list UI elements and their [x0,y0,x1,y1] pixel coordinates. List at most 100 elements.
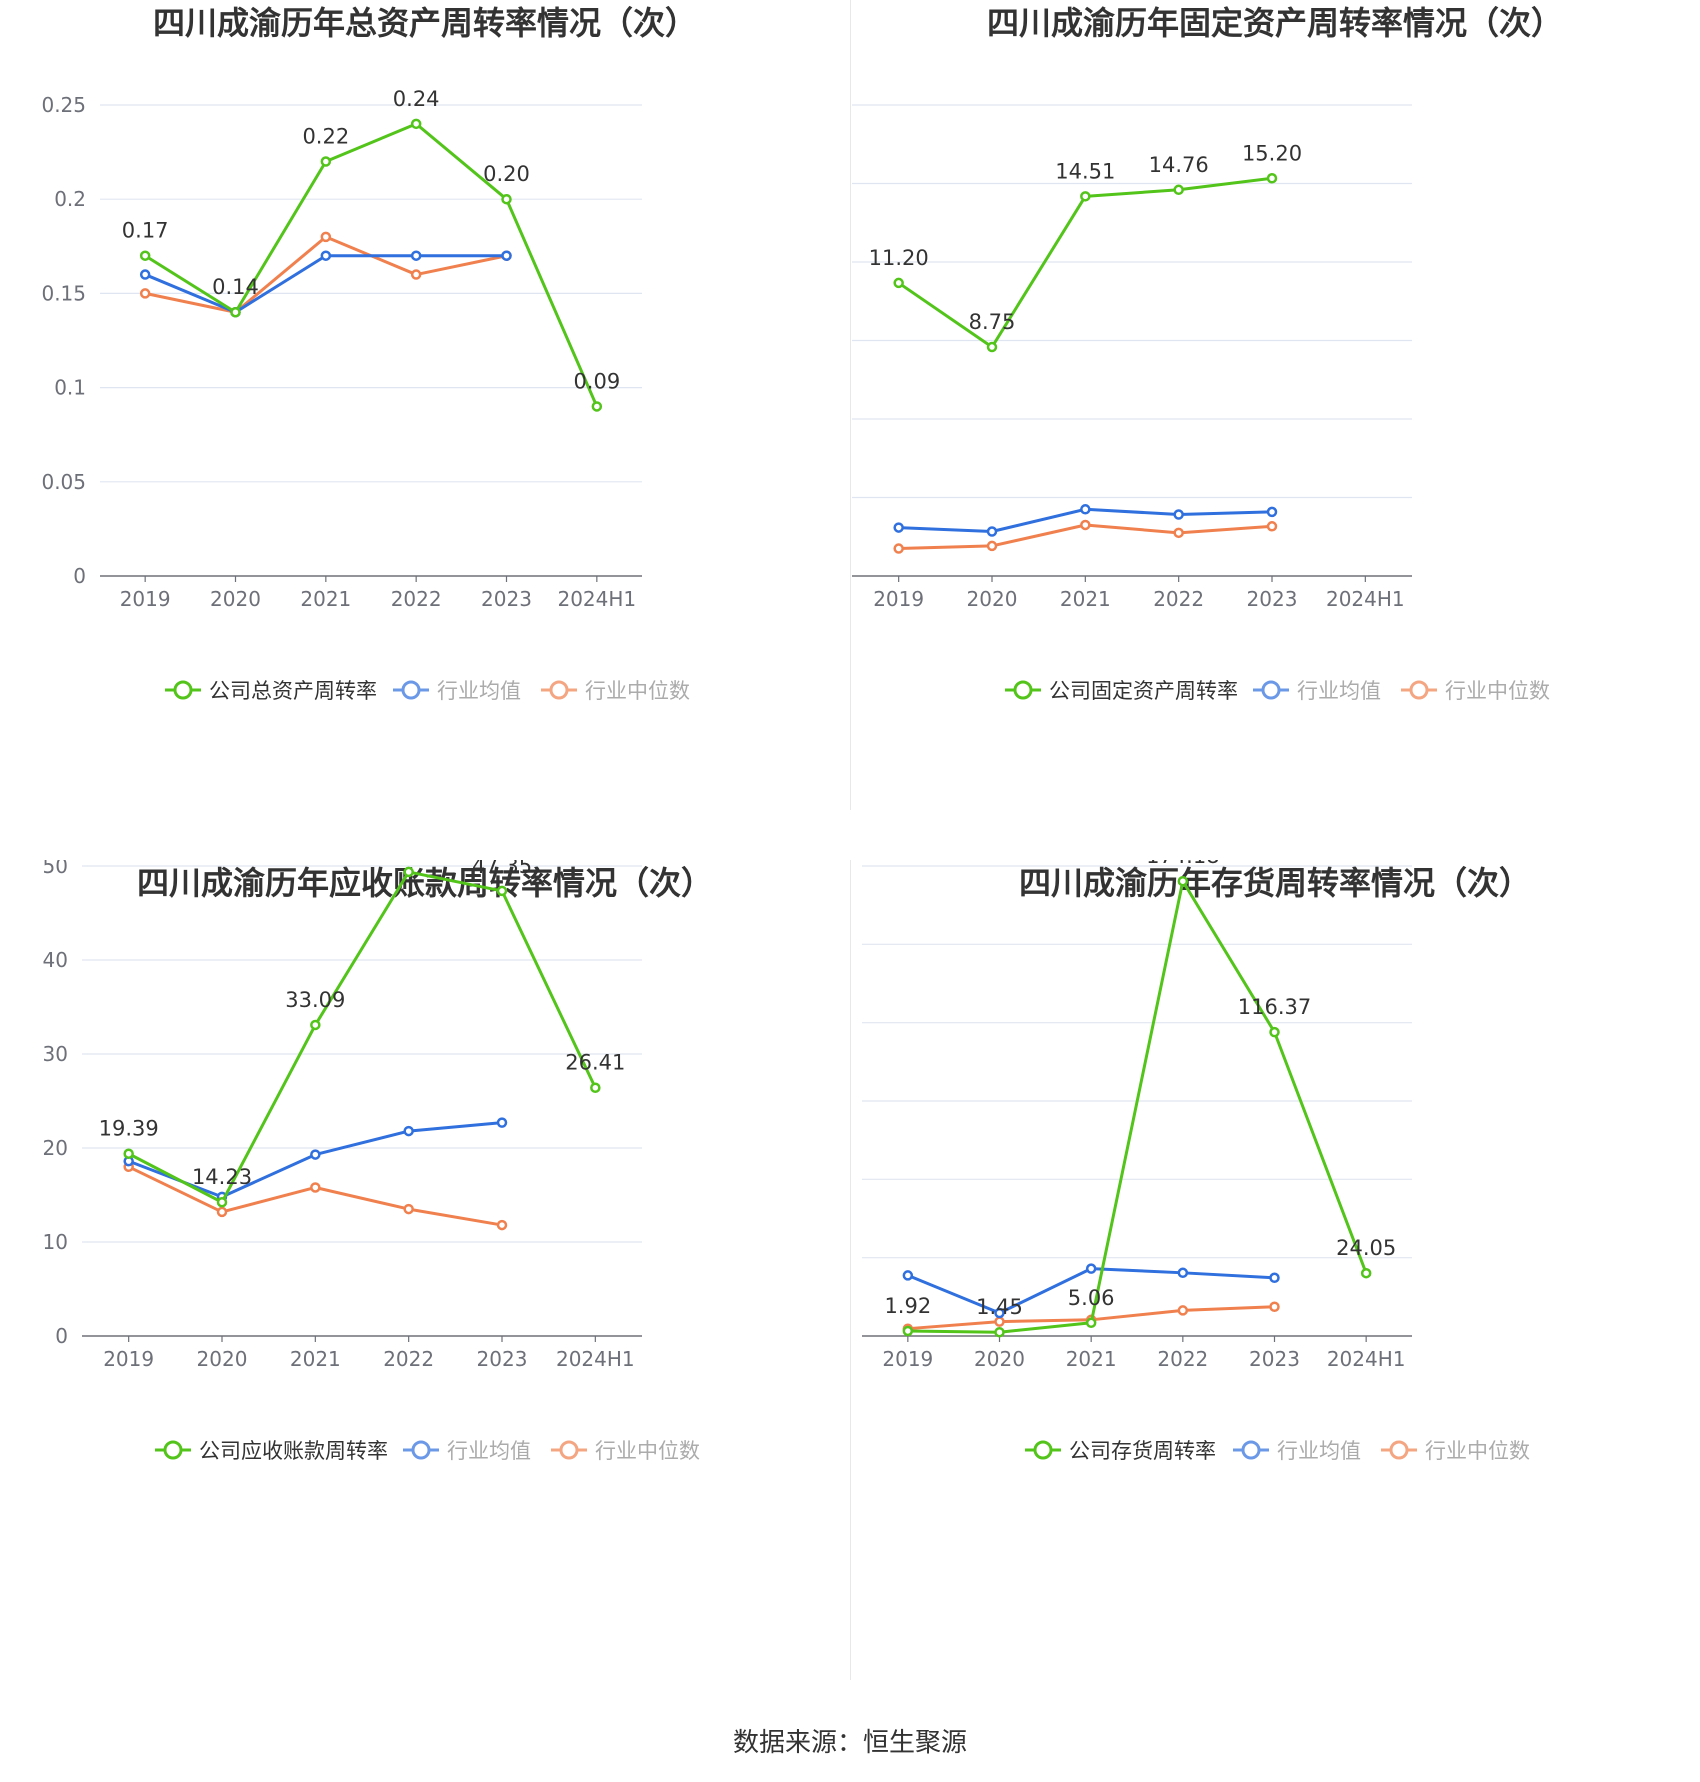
chart-fixed-asset-turnover: 四川成渝历年固定资产周转率情况（次）0369121518201920202021… [852,4,1563,703]
x-tick-label: 2022 [391,587,442,611]
data-label: 11.20 [869,246,929,270]
divider-bottom [850,860,851,1680]
x-tick-label: 2021 [1060,587,1111,611]
legend-item-median: 行业中位数 [541,679,690,703]
legend-label: 行业中位数 [1445,679,1550,703]
series-line-median [144,235,507,314]
data-point-company [590,1082,601,1093]
data-point-median [403,1203,414,1215]
chart-panel-receivables-turnover: 四川成渝历年应收账款周转率情况（次） 0 10 20 30 40 50 2019 2020 202… [0,860,850,1720]
y-tick-label: 10 [43,1230,68,1254]
chart-panel-total-asset-turnover: 四川成渝历年总资产周转率情况（次） 0 0.05 0.1 0.15 0.2 0.25 2019… [0,0,850,860]
y-tick-label: 0 [73,564,86,588]
data-point-avg [139,269,151,280]
data-point-company [902,1325,914,1337]
data-label: 14.23 [192,1165,252,1189]
chart-total-asset-turnover: 四川成渝历年总资产周转率情况（次） 0 0.05 0.1 0.15 0.2 0.25 2019… [41,4,697,703]
data-point-company [139,250,151,261]
y-tick-label: 30 [43,1042,68,1066]
x-tick-label: 2020 [210,587,261,611]
legend-label: 行业中位数 [585,679,690,703]
divider-top [850,0,851,810]
legend-label: 行业中位数 [1425,1439,1530,1463]
data-point-median [139,288,151,299]
data-point-avg [403,1125,414,1137]
data-label: 14.76 [1149,153,1209,177]
data-point-company [496,885,508,897]
legend-item-company: 公司总资产周转率 [165,679,377,703]
data-point-median [410,269,422,280]
data-point-company [591,401,603,412]
legend-label: 公司固定资产周转率 [1049,679,1238,703]
data-point-avg [902,1270,914,1281]
x-tick-label: 2021 [300,587,351,611]
data-point-avg [986,526,998,537]
legend-item-company: 公司存货周转率 [1025,1439,1216,1463]
data-label: 0.17 [122,219,169,243]
y-tick-label: 50 [43,860,68,878]
data-label: 24.05 [1336,1236,1396,1260]
chart-title: 四川成渝历年总资产周转率情况（次） [153,4,697,42]
data-label: 5.06 [1068,1286,1115,1310]
data-point-company [501,193,512,205]
data-label: 14.51 [1055,159,1115,183]
legend-marker [1013,680,1033,700]
data-point-company [310,1019,321,1031]
data-point-avg [994,1307,1005,1319]
data-point-company [994,1326,1005,1338]
x-tick-label: 2024H1 [556,1347,635,1371]
data-point-median [1266,521,1278,532]
x-tick-label: 2022 [1153,587,1204,611]
x-tick-label: 2023 [481,587,532,611]
legend-marker [559,1440,579,1460]
y-tick-label: 40 [43,948,68,972]
x-tick-label: 2021 [290,1347,341,1371]
data-label: 26.41 [565,1051,625,1075]
x-tick-label: 2023 [1249,1347,1300,1371]
legend-marker [1033,1440,1053,1460]
data-point-avg [310,1149,321,1160]
legend-label: 公司总资产周转率 [209,679,377,703]
legend-item-avg: 行业均值 [403,1439,531,1463]
data-point-median [1269,1301,1280,1313]
legend-item-company: 公司应收账款周转率 [155,1439,388,1463]
data-point-company [410,118,422,130]
legend-item-avg: 行业均值 [1233,1439,1361,1463]
data-label: 116.37 [1238,995,1311,1019]
data-point-median [216,1206,228,1218]
x-tick-label: 2019 [882,1347,933,1371]
data-point-company [1269,1026,1280,1038]
legend-marker [1389,1440,1409,1460]
legend-marker [549,680,569,700]
legend-label: 行业中位数 [595,1439,700,1463]
data-point-company [1085,1317,1097,1329]
data-point-avg [501,250,512,261]
data-label: 1.45 [976,1295,1023,1319]
data-point-company [403,866,414,878]
chart-title: 四川成渝历年存货周转率情况（次） [1019,864,1531,902]
data-point-company [230,306,241,318]
data-point-avg [496,1117,508,1128]
legend-item-median: 行业中位数 [1381,1439,1530,1463]
chart-panel-inventory-turnover: 四川成渝历年存货周转率情况（次）030609012015018020192020… [850,860,1700,1720]
data-label: 19.39 [99,1117,159,1141]
chart-title: 四川成渝历年应收账款周转率情况（次） [137,864,713,902]
y-tick-label: 0.1 [54,376,86,400]
series-line-company [144,122,599,408]
series-line-median [128,1165,503,1227]
data-point-company [1080,191,1091,202]
data-point-company [1173,184,1184,196]
data-point-company [986,341,998,353]
data-point-company [1360,1267,1372,1279]
data-point-avg [1085,1263,1097,1274]
data-point-avg [1177,1267,1189,1279]
legend-marker [163,1440,183,1460]
data-point-company [893,277,904,289]
data-point-median [1177,1305,1189,1316]
data-label: 8.75 [969,310,1016,334]
data-point-median [1080,519,1091,531]
chart-receivables-turnover: 四川成渝历年应收账款周转率情况（次） 0 10 20 30 40 50 2019 2020 202… [43,860,713,1463]
data-point-company [216,1196,228,1208]
legend-item-median: 行业中位数 [1401,679,1550,703]
y-tick-label: 0.2 [54,187,86,211]
